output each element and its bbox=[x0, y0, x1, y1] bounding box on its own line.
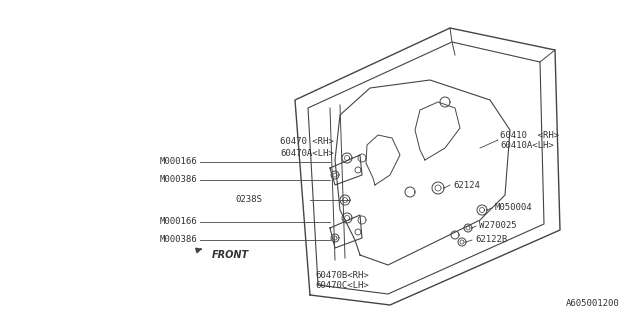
Text: 0238S: 0238S bbox=[235, 196, 262, 204]
Text: A605001200: A605001200 bbox=[566, 299, 620, 308]
Text: 62124: 62124 bbox=[453, 180, 480, 189]
Text: M000166: M000166 bbox=[159, 218, 197, 227]
Text: 60470 <RH>: 60470 <RH> bbox=[280, 138, 333, 147]
Text: W270025: W270025 bbox=[479, 221, 516, 230]
Text: M000386: M000386 bbox=[159, 175, 197, 185]
Text: 60410A<LH>: 60410A<LH> bbox=[500, 141, 554, 150]
Text: 60410  <RH>: 60410 <RH> bbox=[500, 131, 559, 140]
Text: 60470B<RH>: 60470B<RH> bbox=[315, 270, 369, 279]
Text: M000386: M000386 bbox=[159, 236, 197, 244]
Text: 62122B: 62122B bbox=[475, 236, 508, 244]
Text: 60470C<LH>: 60470C<LH> bbox=[315, 282, 369, 291]
Text: M050004: M050004 bbox=[495, 204, 532, 212]
Text: 60470A<LH>: 60470A<LH> bbox=[280, 148, 333, 157]
Text: M000166: M000166 bbox=[159, 157, 197, 166]
Text: FRONT: FRONT bbox=[212, 250, 249, 260]
